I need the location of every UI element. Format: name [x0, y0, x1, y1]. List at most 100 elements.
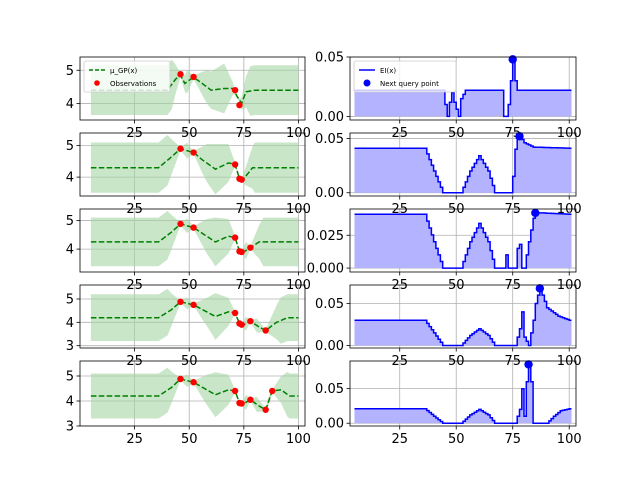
axes-frame	[79, 360, 306, 427]
observation-point	[231, 86, 239, 94]
legend-mean-label: μ_GP(x)	[110, 67, 137, 75]
observation-point	[262, 406, 269, 413]
legend-box	[353, 60, 457, 93]
plot-area	[80, 209, 305, 272]
confidence-band	[90, 288, 299, 344]
observation-point	[177, 220, 184, 228]
observation-point	[231, 387, 239, 395]
legend-box	[83, 60, 171, 93]
legend-obs-label: Observations	[110, 80, 157, 88]
plot-area	[350, 209, 576, 272]
legend-query-swatch	[363, 79, 371, 87]
y-tick-label: 5	[66, 139, 74, 154]
legend-ei-label: EI(x)	[380, 67, 396, 75]
y-tick-label: 0.05	[315, 382, 344, 397]
gp-mean-line	[90, 378, 299, 411]
axes-frame	[349, 284, 577, 349]
observation-point	[231, 309, 239, 317]
ei-area	[354, 364, 572, 424]
x-tick-label: 100	[557, 432, 582, 447]
plot-area	[350, 361, 576, 426]
axes-frame	[349, 132, 577, 197]
ei-line	[354, 212, 572, 269]
ei-line	[354, 135, 572, 194]
axes-frame	[349, 208, 577, 273]
axes-frame	[79, 132, 306, 197]
x-tick-label: 25	[126, 432, 143, 447]
legend-obs-swatch	[94, 80, 100, 86]
y-tick-label: 0.05	[315, 297, 344, 312]
axes-frame	[79, 208, 306, 273]
observation-point	[262, 327, 269, 334]
x-tick-label: 75	[504, 432, 521, 447]
y-tick-label: 5	[66, 214, 74, 229]
y-tick-label: 0.05	[315, 132, 344, 147]
next-query-point	[524, 360, 533, 369]
observation-point	[238, 321, 245, 328]
observation-point	[247, 396, 254, 403]
x-tick-label: 75	[236, 432, 253, 447]
next-query-point	[535, 284, 545, 293]
axes-frame	[349, 360, 577, 427]
observation-point	[247, 244, 254, 251]
axes-frame	[79, 284, 306, 349]
ei-area	[354, 136, 572, 193]
y-tick-label: 4	[66, 243, 74, 258]
confidence-band	[90, 210, 299, 267]
observation-point	[190, 379, 197, 386]
confidence-band	[90, 135, 299, 195]
y-tick-label: 4	[66, 97, 74, 112]
y-tick-label: 0.00	[315, 417, 344, 432]
ei-line	[354, 363, 572, 424]
ei-area	[354, 59, 572, 117]
plot-area	[350, 285, 576, 348]
confidence-band	[90, 367, 299, 419]
observation-point	[269, 387, 276, 395]
observation-point	[231, 234, 239, 241]
y-tick-label: 0.000	[307, 262, 344, 277]
y-tick-label: 3	[66, 339, 74, 354]
y-tick-label: 4	[66, 171, 74, 186]
y-tick-label: 5	[66, 64, 74, 79]
y-tick-label: 3	[66, 420, 74, 435]
ei-panel-4: 25 50 75 100 0.00 0.05	[315, 360, 582, 447]
plot-area	[80, 285, 305, 348]
y-tick-label: 5	[66, 370, 74, 385]
observation-point	[247, 317, 254, 325]
observation-point	[190, 73, 197, 81]
observation-point	[238, 248, 245, 256]
x-tick-label: 50	[181, 432, 198, 447]
observation-point	[177, 71, 184, 78]
observation-point	[177, 375, 184, 383]
observation-point	[190, 301, 197, 309]
next-query-point	[515, 132, 524, 141]
y-tick-label: 0.05	[315, 51, 344, 66]
y-tick-label: 0.00	[315, 186, 344, 201]
ei-area	[354, 288, 572, 346]
observation-point	[231, 161, 239, 168]
plot-area	[80, 133, 305, 196]
y-tick-label: 4	[66, 395, 74, 410]
ei-area	[354, 212, 572, 269]
observation-point	[238, 176, 245, 183]
y-tick-label: 4	[66, 316, 74, 331]
x-tick-label: 100	[286, 432, 311, 447]
x-tick-label: 25	[391, 432, 408, 447]
observation-point	[236, 101, 243, 109]
observation-point	[238, 400, 245, 407]
y-tick-label: 0.00	[315, 339, 344, 354]
legend-query-label: Next query point	[380, 80, 439, 88]
plot-area	[80, 361, 305, 426]
observation-point	[190, 149, 197, 156]
next-query-point	[531, 208, 540, 218]
gp-panel-4: 25 50 75 100 3 4 5	[66, 360, 311, 447]
y-tick-label: 0.025	[307, 229, 344, 244]
